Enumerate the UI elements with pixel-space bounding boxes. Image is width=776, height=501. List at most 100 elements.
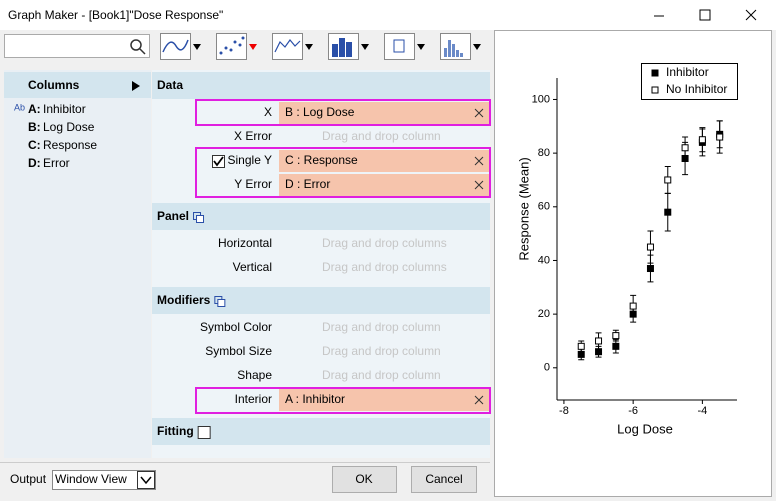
column-name[interactable]: Error <box>43 156 70 170</box>
collapse-arrow[interactable] <box>132 81 140 91</box>
line-icon <box>162 39 189 53</box>
y-axis-label: Response (Mean) <box>516 157 531 260</box>
column-name[interactable]: Inhibitor <box>43 102 86 116</box>
scatter-plot-button[interactable] <box>216 33 247 60</box>
x-axis-label: Log Dose <box>617 421 673 436</box>
legend-label: No Inhibitor <box>666 82 727 96</box>
x-tick-label: -6 <box>628 405 638 417</box>
row-drop-cell[interactable] <box>279 365 489 387</box>
data-point <box>716 133 724 141</box>
column-name[interactable]: Response <box>43 138 97 152</box>
row-drop-cell[interactable] <box>279 257 489 279</box>
row-placeholder: Drag and drop column <box>322 129 441 143</box>
line-symbol-icon <box>274 39 301 53</box>
data-point <box>577 350 585 358</box>
x-tick-label: -4 <box>697 405 707 417</box>
output-select[interactable] <box>52 470 156 490</box>
row-placeholder: Drag and drop column <box>322 320 441 334</box>
row-label: X <box>264 105 272 119</box>
output-select-arrow-icon <box>140 476 152 485</box>
ok-button-label: OK <box>355 472 372 486</box>
row-placeholder: Drag and drop columns <box>322 236 447 250</box>
search-icon <box>139 48 146 55</box>
column-name[interactable]: Log Dose <box>43 120 95 134</box>
section-icon <box>217 299 226 307</box>
row-value: B : Log Dose <box>285 105 355 119</box>
row-value-cell[interactable] <box>279 150 489 172</box>
row-placeholder: Drag and drop column <box>322 368 441 382</box>
y-tick-label: 0 <box>544 362 550 374</box>
column-key[interactable]: B: <box>28 120 41 134</box>
row-label: Shape <box>237 368 272 382</box>
data-point <box>664 176 672 184</box>
legend-marker <box>651 86 659 94</box>
row-value: A : Inhibitor <box>285 392 345 406</box>
section-title: Panel <box>157 209 189 223</box>
row-placeholder: Drag and drop column <box>322 344 441 358</box>
column-key[interactable]: A: <box>28 102 41 116</box>
columns-header-text: Columns <box>28 78 80 92</box>
column-icon <box>332 38 352 57</box>
scatter-icon <box>219 36 245 55</box>
search-box[interactable] <box>4 34 150 58</box>
row-value-cell[interactable] <box>279 174 489 196</box>
row-drop-cell[interactable] <box>279 233 489 255</box>
title-bar <box>0 0 776 30</box>
legend-label: Inhibitor <box>666 65 709 79</box>
clear-button[interactable] <box>474 108 484 118</box>
row-label: X Error <box>234 129 272 143</box>
section-header <box>152 287 490 314</box>
cancel-button[interactable] <box>411 466 477 493</box>
y-tick-label: 60 <box>538 201 550 213</box>
box-plot-button[interactable] <box>384 33 415 60</box>
row-label: Single Y <box>228 153 272 167</box>
row-label: Symbol Color <box>200 320 272 334</box>
y-tick-label: 100 <box>532 93 550 105</box>
data-point <box>681 144 689 152</box>
row-value-cell[interactable] <box>279 389 489 411</box>
section-title: Fitting <box>157 424 194 438</box>
histogram-icon <box>444 40 463 57</box>
highlight-y <box>195 147 491 198</box>
row-label: Symbol Size <box>205 344 272 358</box>
y-tick-label: 40 <box>538 254 550 266</box>
row-drop-cell[interactable] <box>279 126 489 148</box>
cancel-button-label: Cancel <box>425 472 462 486</box>
clear-button[interactable] <box>474 180 484 190</box>
data-point <box>629 302 637 310</box>
y-tick-label: 20 <box>538 308 550 320</box>
row-drop-cell[interactable] <box>279 317 489 339</box>
dropdown-arrows <box>193 44 481 50</box>
line-symbol-button[interactable] <box>272 33 303 60</box>
row-label: Y Error <box>234 177 272 191</box>
clear-button[interactable] <box>474 156 484 166</box>
column-key[interactable]: C: <box>28 138 41 152</box>
output-select-value: Window View <box>55 472 127 486</box>
section-checkbox[interactable] <box>197 426 211 439</box>
row-label: Vertical <box>233 260 272 274</box>
close-button[interactable] <box>745 9 757 21</box>
data-point <box>646 265 654 273</box>
histogram-button[interactable] <box>440 33 471 60</box>
highlight-interior <box>195 387 491 414</box>
box-icon <box>393 39 405 53</box>
section-icon <box>196 215 205 223</box>
ok-button[interactable] <box>332 466 397 493</box>
section-header <box>152 203 490 230</box>
row-label: Interior <box>235 392 272 406</box>
row-value: C : Response <box>285 153 358 167</box>
row-drop-cell[interactable] <box>279 341 489 363</box>
data-point <box>612 332 620 340</box>
data-point <box>612 342 620 350</box>
column-key[interactable]: D: <box>28 156 41 170</box>
row-value-cell[interactable] <box>279 102 489 124</box>
maximize-button[interactable] <box>699 9 711 21</box>
output-select-arrow[interactable] <box>137 471 155 489</box>
row-placeholder: Drag and drop columns <box>322 260 447 274</box>
data-point <box>664 208 672 216</box>
data-point <box>646 243 654 251</box>
legend-marker <box>651 69 659 77</box>
data-point <box>595 337 603 345</box>
clear-button[interactable] <box>474 395 484 405</box>
